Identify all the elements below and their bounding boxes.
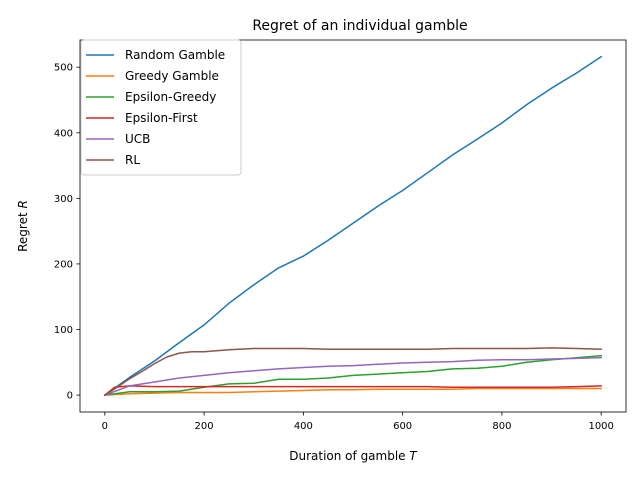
x-axis-label-variable: T — [409, 449, 418, 463]
y-tick-label: 300 — [54, 194, 73, 205]
series-line-epsilon-greedy — [103, 354, 603, 396]
legend-label-rl: RL — [125, 153, 140, 167]
series-line-epsilon-first — [103, 385, 602, 397]
y-tick-label: 100 — [54, 325, 73, 336]
y-tick-label: 200 — [54, 259, 73, 270]
y-axis-label-text: Regret — [16, 212, 30, 252]
legend-label-ucb: UCB — [125, 132, 150, 146]
y-tick-label: 500 — [54, 63, 73, 74]
series-line-ucb — [103, 356, 602, 397]
x-tick-label: 400 — [294, 421, 313, 432]
series-line-greedy-gamble — [104, 387, 602, 396]
legend-label-epsilon-greedy: Epsilon-Greedy — [125, 90, 216, 104]
y-axis-label: Regret R — [16, 200, 30, 252]
y-tick-label: 0 — [67, 391, 73, 402]
x-tick-label: 1000 — [588, 421, 613, 432]
x-axis-ticks: 0 200 400 600 800 1000 — [102, 412, 614, 432]
legend: Random Gamble Greedy Gamble Epsilon-Greedy… — [80, 39, 242, 176]
y-tick-label: 400 — [54, 128, 73, 139]
plot-series — [103, 55, 603, 397]
x-tick-label: 600 — [393, 421, 412, 432]
x-axis-label-text: Duration of gamble — [289, 449, 405, 463]
y-axis-label-variable: R — [16, 200, 30, 208]
legend-label-epsilon-first: Epsilon-First — [125, 111, 198, 125]
y-axis-ticks: 0 100 200 300 400 500 — [54, 63, 80, 402]
series-line-rl — [103, 347, 602, 397]
x-tick-label: 200 — [195, 421, 214, 432]
legend-label-random-gamble: Random Gamble — [125, 48, 225, 62]
series-line-random-gamble — [103, 55, 603, 397]
x-axis-label: Duration of gamble T — [289, 449, 418, 463]
x-tick-label: 800 — [492, 421, 511, 432]
legend-label-greedy-gamble: Greedy Gamble — [125, 69, 219, 83]
legend-box — [80, 39, 242, 176]
axes-frame — [79, 39, 627, 413]
legend-items: Random Gamble Greedy Gamble Epsilon-Greedy… — [86, 48, 225, 167]
chart-title: Regret of an individual gamble — [252, 18, 467, 34]
x-tick-label: 0 — [102, 421, 108, 432]
